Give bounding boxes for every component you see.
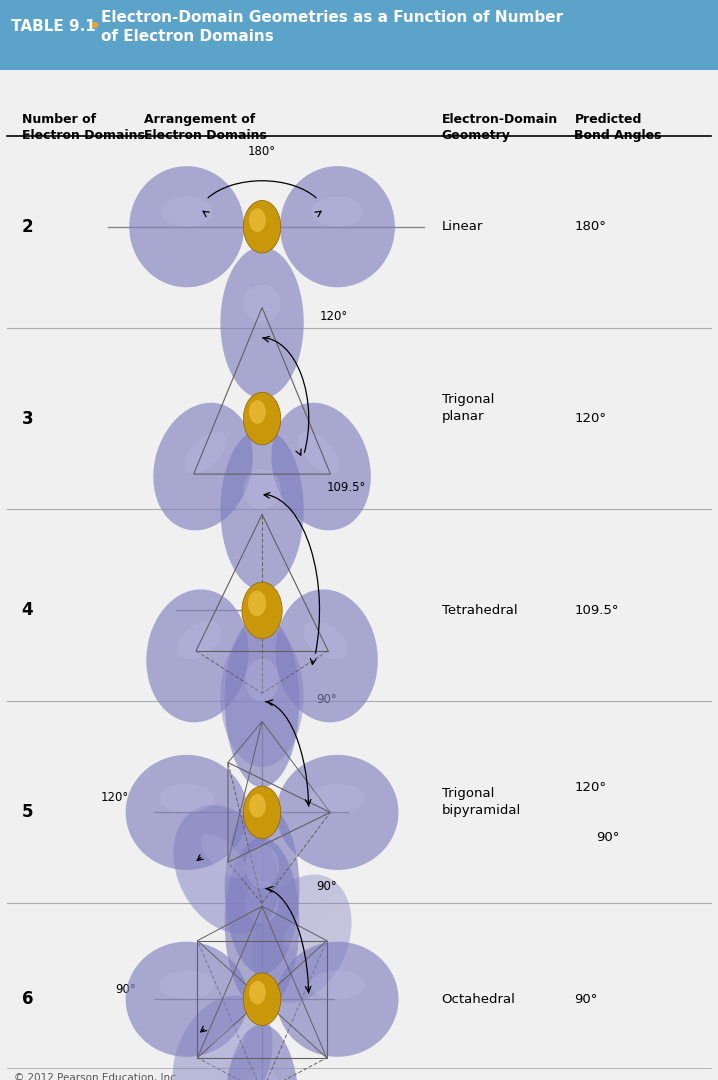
Text: © 2012 Pearson Education, Inc.: © 2012 Pearson Education, Inc. <box>14 1072 180 1080</box>
Text: Octahedral: Octahedral <box>442 993 516 1005</box>
Ellipse shape <box>251 875 352 1002</box>
Text: 180°: 180° <box>574 220 606 233</box>
Ellipse shape <box>129 166 244 287</box>
Text: 120°: 120° <box>574 413 607 426</box>
Circle shape <box>249 981 266 1004</box>
Circle shape <box>243 392 281 445</box>
Ellipse shape <box>276 942 398 1056</box>
Ellipse shape <box>201 834 246 878</box>
Ellipse shape <box>146 590 248 723</box>
Ellipse shape <box>185 432 226 474</box>
Ellipse shape <box>172 996 273 1080</box>
Text: 2: 2 <box>22 218 33 235</box>
Text: Electron-Domain
Geometry: Electron-Domain Geometry <box>442 112 558 141</box>
Text: Trigonal
bipyramidal: Trigonal bipyramidal <box>442 787 521 818</box>
Ellipse shape <box>126 942 248 1056</box>
Text: Arrangement of
Electron Domains: Arrangement of Electron Domains <box>144 112 266 141</box>
Circle shape <box>248 591 266 616</box>
Ellipse shape <box>225 838 299 1010</box>
Ellipse shape <box>246 659 279 701</box>
Text: Electron-Domain Geometries as a Function of Number
of Electron Domains: Electron-Domain Geometries as a Function… <box>101 10 563 44</box>
Ellipse shape <box>173 805 279 933</box>
Ellipse shape <box>243 285 281 323</box>
Ellipse shape <box>246 846 279 888</box>
Ellipse shape <box>177 621 221 659</box>
Ellipse shape <box>220 247 304 399</box>
Circle shape <box>249 794 266 818</box>
Text: 180°: 180° <box>248 145 276 158</box>
Text: 109.5°: 109.5° <box>574 604 619 617</box>
Ellipse shape <box>154 403 253 530</box>
Text: 120°: 120° <box>101 791 129 804</box>
Ellipse shape <box>161 197 213 227</box>
Ellipse shape <box>276 755 398 870</box>
Text: TABLE 9.1: TABLE 9.1 <box>11 19 95 35</box>
Ellipse shape <box>276 590 378 723</box>
Ellipse shape <box>243 469 281 510</box>
Circle shape <box>243 201 281 253</box>
Text: Tetrahedral: Tetrahedral <box>442 604 517 617</box>
Text: •: • <box>83 17 107 36</box>
Ellipse shape <box>310 784 365 812</box>
Ellipse shape <box>312 197 363 227</box>
Text: 109.5°: 109.5° <box>327 482 366 495</box>
Circle shape <box>243 786 281 839</box>
Text: 90°: 90° <box>316 693 337 706</box>
Text: 90°: 90° <box>596 832 620 845</box>
Text: 90°: 90° <box>574 993 598 1005</box>
Circle shape <box>249 208 266 232</box>
Ellipse shape <box>310 971 365 999</box>
Circle shape <box>243 973 281 1026</box>
Text: Predicted
Bond Angles: Predicted Bond Angles <box>574 112 662 141</box>
Ellipse shape <box>225 1025 299 1080</box>
Ellipse shape <box>280 166 395 287</box>
Ellipse shape <box>298 432 340 474</box>
Ellipse shape <box>303 621 347 659</box>
Ellipse shape <box>246 880 279 923</box>
Text: 5: 5 <box>22 804 33 822</box>
Text: 120°: 120° <box>574 781 607 794</box>
Ellipse shape <box>246 1067 279 1080</box>
Ellipse shape <box>243 661 281 697</box>
Ellipse shape <box>159 784 214 812</box>
Ellipse shape <box>205 1024 246 1070</box>
Circle shape <box>242 582 282 638</box>
Text: 4: 4 <box>22 602 33 620</box>
Ellipse shape <box>220 429 304 591</box>
Text: 120°: 120° <box>320 310 348 323</box>
Text: 90°: 90° <box>116 983 136 996</box>
Ellipse shape <box>284 903 325 948</box>
Text: Linear: Linear <box>442 220 483 233</box>
Ellipse shape <box>220 625 304 767</box>
Ellipse shape <box>225 802 299 974</box>
Circle shape <box>249 401 266 423</box>
Text: 90°: 90° <box>316 880 337 893</box>
Text: 3: 3 <box>22 409 33 428</box>
Text: Trigonal
planar: Trigonal planar <box>442 393 494 423</box>
Text: 6: 6 <box>22 990 33 1009</box>
Ellipse shape <box>271 403 370 530</box>
Text: Number of
Electron Domains: Number of Electron Domains <box>22 112 144 141</box>
Ellipse shape <box>225 616 299 787</box>
Ellipse shape <box>159 971 214 999</box>
Ellipse shape <box>126 755 248 870</box>
